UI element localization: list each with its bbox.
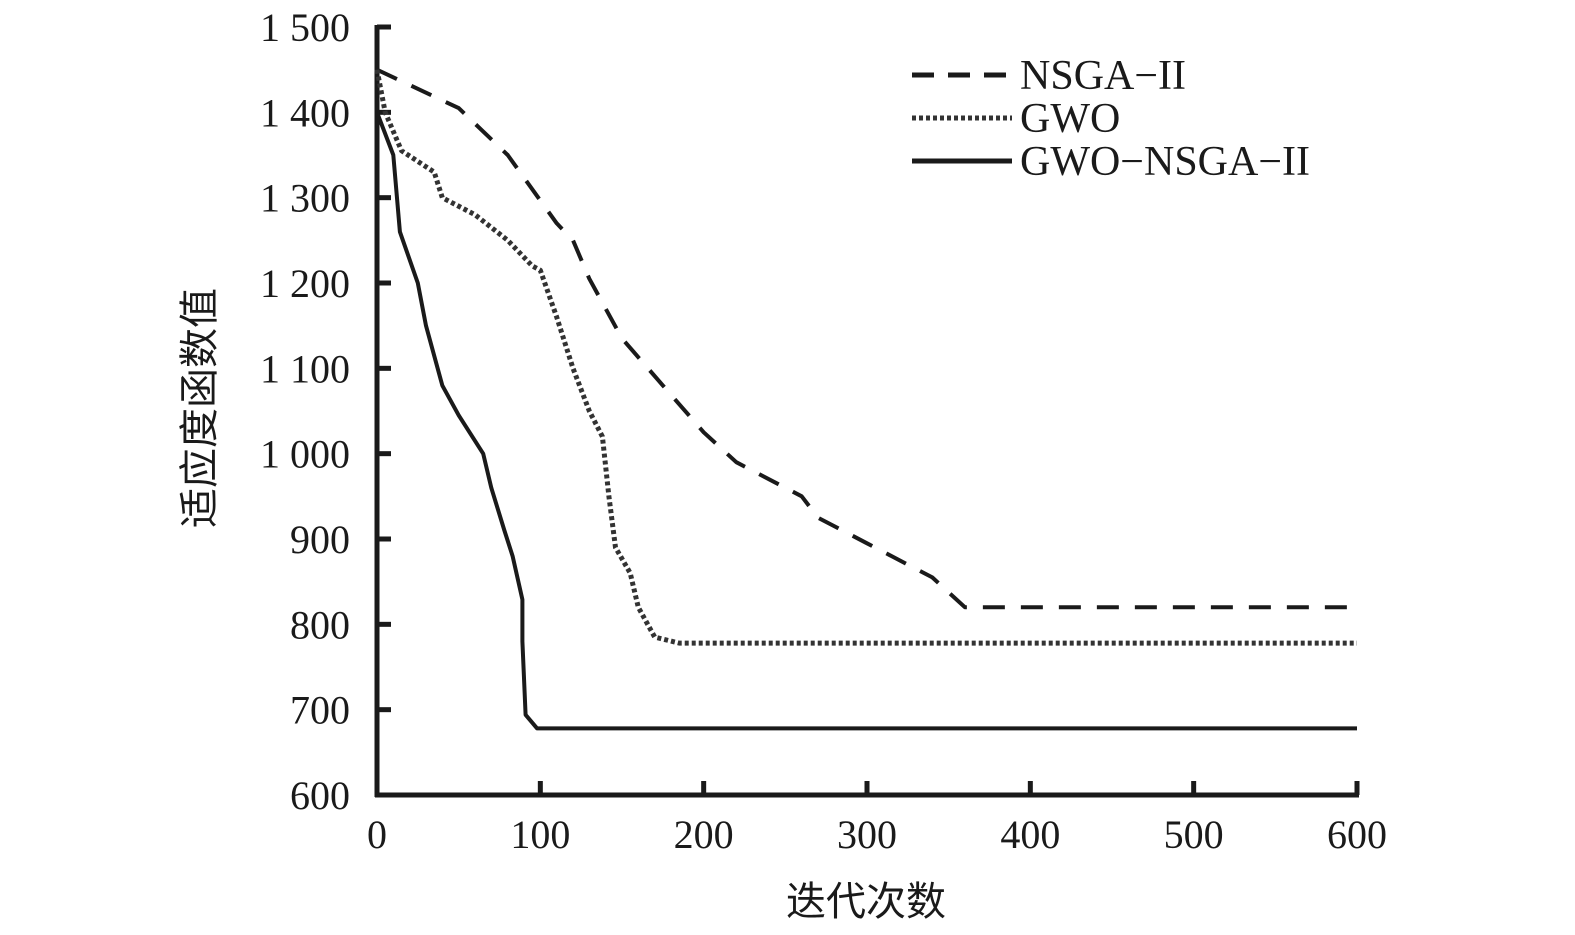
y-tick-label: 1 500 xyxy=(260,5,350,50)
x-tick-label: 500 xyxy=(1164,812,1224,857)
series-line-gwo-nsga-ii xyxy=(375,111,1357,731)
y-tick-label: 1 100 xyxy=(260,346,350,391)
y-axis-title: 适应度函数值 xyxy=(177,288,223,528)
x-tick-label: 400 xyxy=(1000,812,1060,857)
x-tick-label: 600 xyxy=(1327,812,1387,857)
y-tick-label: 800 xyxy=(290,602,350,647)
y-tick-label: 900 xyxy=(290,517,350,562)
legend-label-gwo: GWO xyxy=(1020,96,1120,142)
legend-label-gwo-nsga-ii: GWO−NSGA−II xyxy=(1020,139,1310,185)
y-tick-label: 1 400 xyxy=(260,90,350,135)
y-tick-label: 1 300 xyxy=(260,176,350,221)
x-tick-label: 100 xyxy=(510,812,570,857)
y-tick-label: 1 000 xyxy=(260,432,350,477)
legend-label-nsga-ii: NSGA−II xyxy=(1020,53,1186,99)
x-tick-label: 200 xyxy=(674,812,734,857)
y-tick-label: 600 xyxy=(290,773,350,818)
x-tick-label: 0 xyxy=(367,812,387,857)
y-tick-label: 1 200 xyxy=(260,261,350,306)
series-line-nsga-ii xyxy=(376,67,1357,610)
series-line-gwo xyxy=(374,69,1357,646)
y-axis-ticks: 600 700 800 900 1 000 1 100 1 200 1 300 1 400 1 5… xyxy=(260,5,391,818)
x-axis-ticks: 0 100 200 300 400 500 600 xyxy=(367,781,1387,857)
y-tick-label: 700 xyxy=(290,688,350,733)
series-layer xyxy=(374,67,1357,731)
x-axis-title: 迭代次数 xyxy=(786,879,946,925)
x-tick-label: 300 xyxy=(837,812,897,857)
